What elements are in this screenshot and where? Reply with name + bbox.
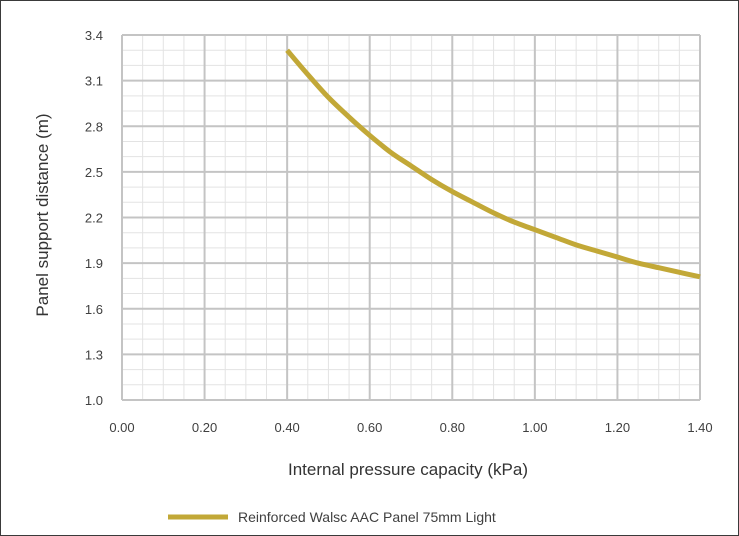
series-line xyxy=(285,48,701,280)
y-tick-label: 3.1 xyxy=(85,74,103,89)
y-tick-label: 2.2 xyxy=(85,211,103,226)
legend-label: Reinforced Walsc AAC Panel 75mm Light xyxy=(238,509,496,525)
x-tick-label: 1.00 xyxy=(522,420,547,435)
x-tick-label: 0.00 xyxy=(109,420,134,435)
x-tick-label: 0.80 xyxy=(440,420,465,435)
series-layer xyxy=(285,48,701,280)
x-tick-label: 1.20 xyxy=(605,420,630,435)
x-axis-title: Internal pressure capacity (kPa) xyxy=(288,460,528,479)
y-tick-label: 1.6 xyxy=(85,302,103,317)
y-tick-label: 3.4 xyxy=(85,28,103,43)
y-tick-labels: 1.0 1.3 1.6 1.9 2.2 2.5 2.8 3.1 3.4 xyxy=(85,28,103,408)
x-tick-labels: 0.00 0.20 0.40 0.60 0.80 1.00 1.20 1.40 xyxy=(109,420,712,435)
legend: Reinforced Walsc AAC Panel 75mm Light xyxy=(168,509,496,525)
y-axis-title: Panel support distance (m) xyxy=(33,113,52,316)
major-grid xyxy=(121,34,701,401)
x-tick-label: 0.40 xyxy=(274,420,299,435)
y-tick-label: 1.3 xyxy=(85,347,103,362)
x-tick-label: 0.20 xyxy=(192,420,217,435)
x-tick-label: 0.60 xyxy=(357,420,382,435)
x-tick-label: 1.40 xyxy=(687,420,712,435)
y-tick-label: 1.9 xyxy=(85,256,103,271)
y-tick-label: 2.5 xyxy=(85,165,103,180)
y-tick-label: 1.0 xyxy=(85,393,103,408)
y-tick-label: 2.8 xyxy=(85,119,103,134)
